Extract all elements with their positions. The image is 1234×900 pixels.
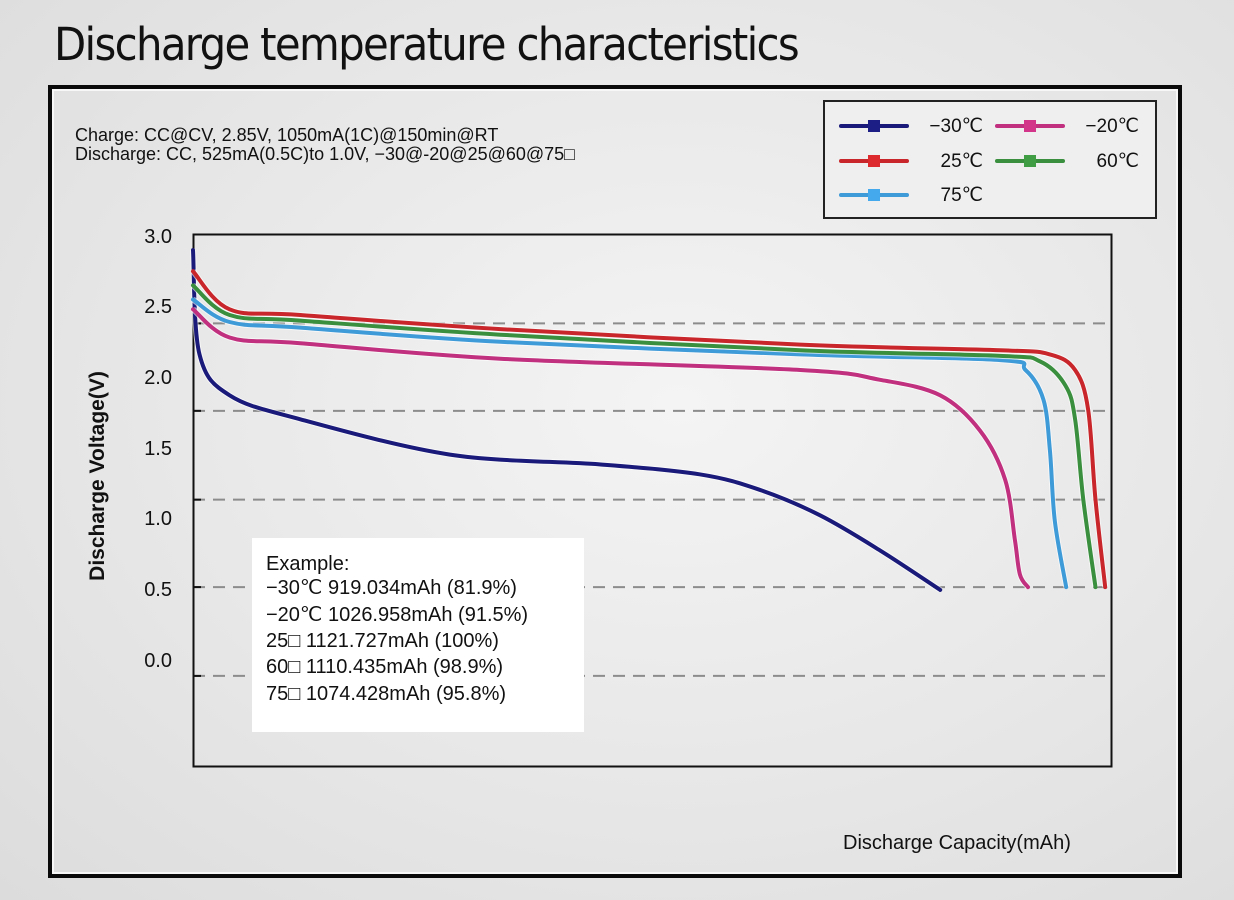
y-tick-label: 2.5 [144, 296, 172, 318]
legend-swatch-icon [995, 159, 1065, 163]
legend-swatch-icon [839, 159, 909, 163]
series-line-30 [191, 248, 943, 592]
example-line: −20℃ 1026.958mAh (91.5%) [266, 604, 529, 626]
example-line: 60□ 1110.435mAh (98.9%) [266, 656, 504, 678]
chart-frame [48, 85, 1182, 878]
example-line: 75□ 1074.428mAh (95.8%) [266, 683, 507, 705]
y-tick-label: 0.0 [144, 650, 172, 672]
legend-label: 60℃ [1096, 151, 1139, 172]
example-line: −30℃ 919.034mAh (81.9%) [266, 577, 517, 599]
page-title: Discharge temperature characteristics [54, 18, 800, 71]
y-axis-label: Discharge Voltage(V) [86, 371, 109, 581]
legend-label: −20℃ [1085, 116, 1139, 137]
test-conditions: Charge: CC@CV, 2.85V, 1050mA(1C)@150min@… [75, 126, 575, 164]
legend-label: 75℃ [940, 185, 983, 206]
y-tick-label: 1.5 [144, 438, 172, 460]
example-title: Example: [266, 553, 350, 575]
series-line-25 [191, 269, 1108, 590]
example-capacity-box: Example: −30℃ 919.034mAh (81.9%) −20℃ 10… [252, 538, 584, 732]
legend-label: 25℃ [940, 151, 983, 172]
series-lines [190, 248, 1109, 593]
legend-label: −30℃ [929, 116, 983, 137]
y-tick-label: 1.0 [144, 508, 172, 530]
y-tick-label: 2.0 [144, 367, 172, 389]
legend-swatch-icon [839, 124, 909, 128]
discharge-condition: Discharge: CC, 525mA(0.5C)to 1.0V, −30@-… [75, 144, 576, 164]
legend: −30℃ −20℃ 25℃ 60℃ 75℃ [823, 100, 1157, 219]
y-tick-label: 0.5 [144, 579, 172, 601]
legend-swatch-icon [995, 124, 1065, 128]
example-line: 25□ 1121.727mAh (100%) [266, 630, 499, 652]
series-line-20 [191, 307, 1030, 590]
series-line-60 [191, 283, 1098, 590]
legend-swatch-icon [839, 193, 909, 197]
charge-condition: Charge: CC@CV, 2.85V, 1050mA(1C)@150min@… [75, 125, 499, 145]
y-tick-label: 3.0 [144, 226, 172, 248]
x-axis-label: Discharge Capacity(mAh) [843, 832, 1071, 854]
series-line-75 [191, 297, 1069, 590]
